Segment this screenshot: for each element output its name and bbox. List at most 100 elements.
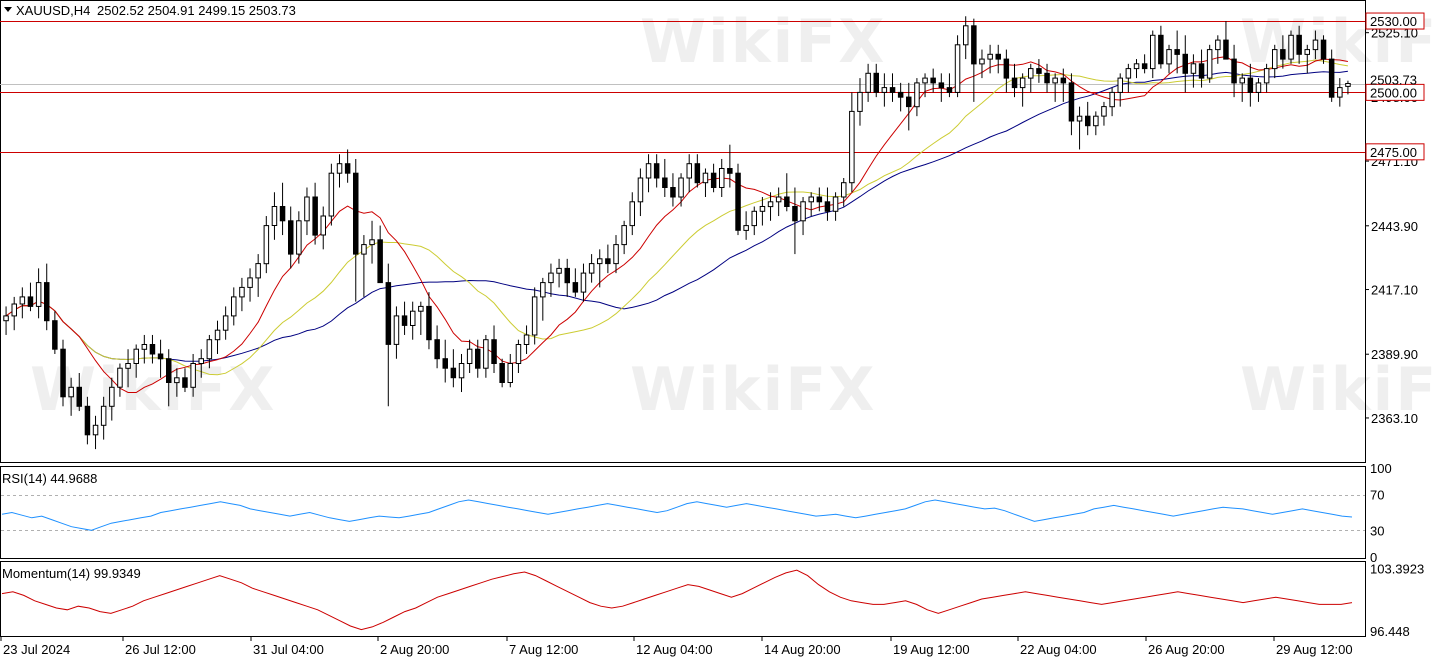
candle[interactable]: [393, 306, 400, 359]
candle[interactable]: [1028, 63, 1034, 93]
candle[interactable]: [800, 197, 806, 236]
candle[interactable]: [1003, 49, 1010, 93]
candle[interactable]: [377, 225, 383, 284]
candle[interactable]: [727, 144, 733, 188]
candle[interactable]: [68, 377, 74, 416]
candle[interactable]: [60, 339, 66, 407]
candle[interactable]: [580, 263, 587, 302]
candle[interactable]: [214, 320, 221, 354]
candle[interactable]: [597, 249, 603, 288]
candle[interactable]: [523, 325, 530, 354]
candle[interactable]: [759, 197, 766, 226]
candle[interactable]: [52, 311, 58, 354]
candle[interactable]: [231, 287, 237, 326]
candle[interactable]: [775, 187, 782, 217]
candle[interactable]: [971, 18, 977, 102]
candle[interactable]: [312, 182, 318, 245]
candle[interactable]: [637, 168, 644, 217]
candle[interactable]: [784, 173, 790, 212]
candle[interactable]: [979, 49, 985, 79]
candle[interactable]: [1141, 54, 1148, 74]
candle[interactable]: [434, 325, 440, 369]
candle[interactable]: [824, 187, 831, 221]
candle[interactable]: [100, 396, 107, 440]
candle[interactable]: [483, 334, 489, 378]
candle[interactable]: [678, 173, 684, 207]
candle[interactable]: [1247, 63, 1254, 107]
candle[interactable]: [491, 325, 497, 374]
candle[interactable]: [556, 258, 562, 288]
candle[interactable]: [296, 211, 302, 264]
candle[interactable]: [1158, 25, 1164, 69]
candle[interactable]: [816, 187, 823, 212]
candle[interactable]: [499, 358, 505, 388]
candle[interactable]: [263, 216, 270, 274]
candle[interactable]: [239, 277, 245, 312]
candle[interactable]: [653, 154, 660, 188]
candle[interactable]: [849, 92, 855, 193]
candle[interactable]: [1215, 35, 1221, 64]
candle[interactable]: [946, 73, 953, 98]
candle[interactable]: [1223, 21, 1229, 60]
candle[interactable]: [84, 396, 91, 445]
candle[interactable]: [1133, 59, 1140, 79]
candle[interactable]: [328, 163, 335, 226]
candle[interactable]: [605, 244, 611, 274]
candle[interactable]: [369, 220, 375, 264]
candle[interactable]: [1239, 73, 1245, 102]
candle[interactable]: [222, 306, 229, 340]
dropdown-triangle-icon[interactable]: [4, 7, 12, 12]
candle[interactable]: [418, 301, 424, 335]
candle[interactable]: [1174, 30, 1180, 74]
candle[interactable]: [149, 334, 156, 364]
candle[interactable]: [515, 339, 522, 374]
candle[interactable]: [897, 82, 904, 112]
candle[interactable]: [719, 158, 725, 198]
candle[interactable]: [92, 415, 99, 450]
candle[interactable]: [3, 306, 9, 335]
candle[interactable]: [11, 296, 17, 331]
candle[interactable]: [125, 349, 131, 388]
candle[interactable]: [1076, 106, 1083, 150]
candle[interactable]: [930, 68, 936, 93]
candle[interactable]: [157, 339, 164, 378]
candle[interactable]: [686, 154, 692, 193]
candle[interactable]: [881, 73, 888, 107]
candle[interactable]: [1198, 49, 1205, 88]
candle[interactable]: [117, 363, 123, 397]
candle[interactable]: [426, 292, 432, 350]
candle[interactable]: [1304, 44, 1310, 74]
candle[interactable]: [141, 334, 148, 364]
candle[interactable]: [1182, 35, 1188, 93]
candle[interactable]: [255, 254, 261, 297]
candle[interactable]: [1288, 30, 1294, 64]
candle[interactable]: [76, 373, 82, 412]
candle[interactable]: [987, 44, 993, 74]
candle[interactable]: [507, 353, 513, 388]
candle[interactable]: [922, 73, 928, 98]
candle[interactable]: [27, 282, 34, 312]
candle[interactable]: [767, 192, 774, 221]
candle[interactable]: [1117, 73, 1123, 107]
candle[interactable]: [662, 158, 668, 198]
candle[interactable]: [1312, 30, 1319, 60]
candle[interactable]: [475, 339, 481, 378]
candle[interactable]: [466, 339, 473, 374]
candle[interactable]: [841, 177, 847, 207]
candle[interactable]: [540, 277, 546, 321]
candle[interactable]: [1109, 87, 1115, 117]
candle[interactable]: [1036, 59, 1042, 83]
candle[interactable]: [1337, 78, 1343, 107]
candle[interactable]: [889, 73, 896, 102]
candle[interactable]: [1255, 78, 1262, 102]
candle[interactable]: [670, 173, 676, 207]
candle[interactable]: [19, 287, 26, 319]
candle[interactable]: [832, 192, 839, 221]
candle[interactable]: [1190, 54, 1197, 88]
candle[interactable]: [458, 353, 465, 393]
candle[interactable]: [621, 220, 627, 255]
candle[interactable]: [401, 301, 408, 335]
candle[interactable]: [629, 192, 635, 236]
candle[interactable]: [320, 206, 326, 250]
candle[interactable]: [588, 254, 595, 283]
